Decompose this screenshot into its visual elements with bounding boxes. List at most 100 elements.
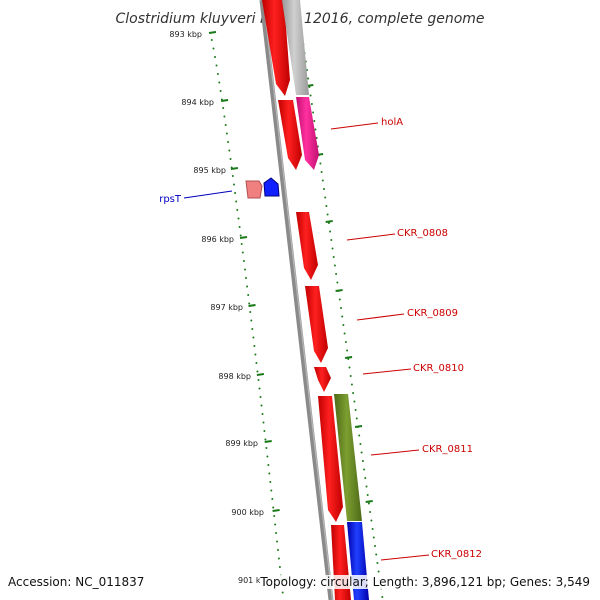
ruler-dot [260,404,263,407]
outer-ruler-dot [354,409,357,411]
ruler-dot [247,294,250,296]
genome-backbone [259,0,334,600]
ruler-dot [263,430,266,432]
ruler-dot [278,566,281,568]
outer-ruler-dot [358,434,361,437]
outer-ruler-dot [366,494,369,496]
tick-label-900: 900 kbp [231,508,264,517]
ruler-dot [275,532,278,534]
outer-ruler-dot [333,264,336,267]
outer-ruler-dot [352,392,355,394]
outer-ruler-major-tick [344,356,353,359]
ruler-dot [219,90,222,92]
outer-ruler-dot [323,188,325,190]
outer-ruler-dot [324,196,327,199]
tick-label-896: 896 kbp [201,235,234,244]
genome-stats-text: Topology: circular; Length: 3,896,121 bp… [260,575,590,589]
outer-ruler-dot [325,205,328,207]
outer-ruler-dot [369,511,372,513]
ruler-dot [237,217,240,220]
outer-ruler-dot [353,400,356,403]
feature-red-cds-0808 [296,212,318,280]
outer-ruler-dot [355,417,358,420]
ruler-dot [277,557,280,560]
tick-label-899: 899 kbp [225,439,258,448]
ruler-dot [268,472,271,475]
outer-ruler-dot [371,528,374,530]
feature-blue-rpst-arrow [263,177,280,197]
ruler-major-tick [220,99,229,102]
outer-ruler-dot [330,239,333,241]
outer-ruler-dot [360,451,363,454]
outer-ruler-dot [310,103,313,105]
outer-ruler-dot [326,213,329,216]
outer-ruler-dot [335,273,338,275]
outer-ruler-dot [332,256,335,258]
tick-label-894: 894 kbp [181,98,214,107]
ruler-dot [215,64,218,67]
outer-ruler-dot [342,324,345,326]
feature-salmon-rpst [245,180,263,199]
outer-ruler-dot [375,553,378,556]
ruler-dot [255,362,258,364]
ruler-dot [235,200,238,203]
ruler-dot [238,226,241,228]
outer-ruler-dot [340,307,342,309]
ruler-dot [267,464,270,466]
outer-ruler-dot [370,519,373,522]
tick-label-897: 897 kbp [210,303,243,312]
ruler-dot [229,158,232,160]
ruler-dot [273,515,276,517]
connector-hola [330,122,379,130]
ruler-dot [252,336,255,339]
feature-olive [334,394,362,521]
outer-ruler-major-tick [354,425,363,428]
ruler-dot [276,540,278,543]
outer-ruler-dot [359,443,362,445]
ruler-dot [262,421,265,424]
ruler-dot [265,447,268,449]
ruler-dot [245,277,247,279]
outer-ruler-dot [336,281,339,284]
outer-ruler-dot [309,94,312,97]
gene-label-ckr0808: CKR_0808 [397,228,448,239]
ruler-dot [251,328,254,330]
outer-ruler-dot [307,77,310,80]
ruler-dot [242,260,245,262]
outer-ruler-major-tick [335,289,343,292]
outer-ruler-dot [319,162,322,165]
ruler-dot [271,498,274,500]
ruler-dot [212,47,215,50]
outer-ruler-dot [374,545,376,547]
ruler-dot [281,591,284,594]
ruler-dot [261,413,264,415]
tick-ruler: 893 kbp 894 kbp 895 kbp 896 kbp 897 kbp … [169,30,288,594]
ruler-major-tick [230,167,239,170]
ruler-dot [244,268,246,271]
outer-ruler-dot [377,570,380,573]
outer-ruler-dot [346,349,349,352]
ruler-dot [228,149,231,152]
connector-ckr0808 [346,233,396,241]
ruler-dot [222,107,225,109]
gene-label-connectors [183,122,430,561]
outer-ruler-dot [376,562,379,564]
feature-red-2 [278,100,302,170]
outer-ruler-dot [341,315,344,318]
feature-red-cds-0809 [305,286,328,363]
outer-ruler-dot [315,137,318,139]
feature-pink-hola [296,97,319,170]
ruler-major-tick [239,236,248,239]
outer-ruler-dot [344,341,347,343]
outer-ruler-dot [314,128,317,131]
gene-label-ckr0811: CKR_0811 [422,444,473,455]
outer-ruler-major-tick [365,500,373,503]
ruler-dot [266,455,269,458]
outer-ruler-dot [343,332,346,335]
outer-ruler-dot [364,477,367,479]
ruler-dot [216,73,219,75]
outer-ruler-dot [321,179,324,182]
gene-label-ckr0810: CKR_0810 [413,363,464,374]
ruler-dot [272,506,275,509]
outer-ruler-dot [350,383,353,386]
